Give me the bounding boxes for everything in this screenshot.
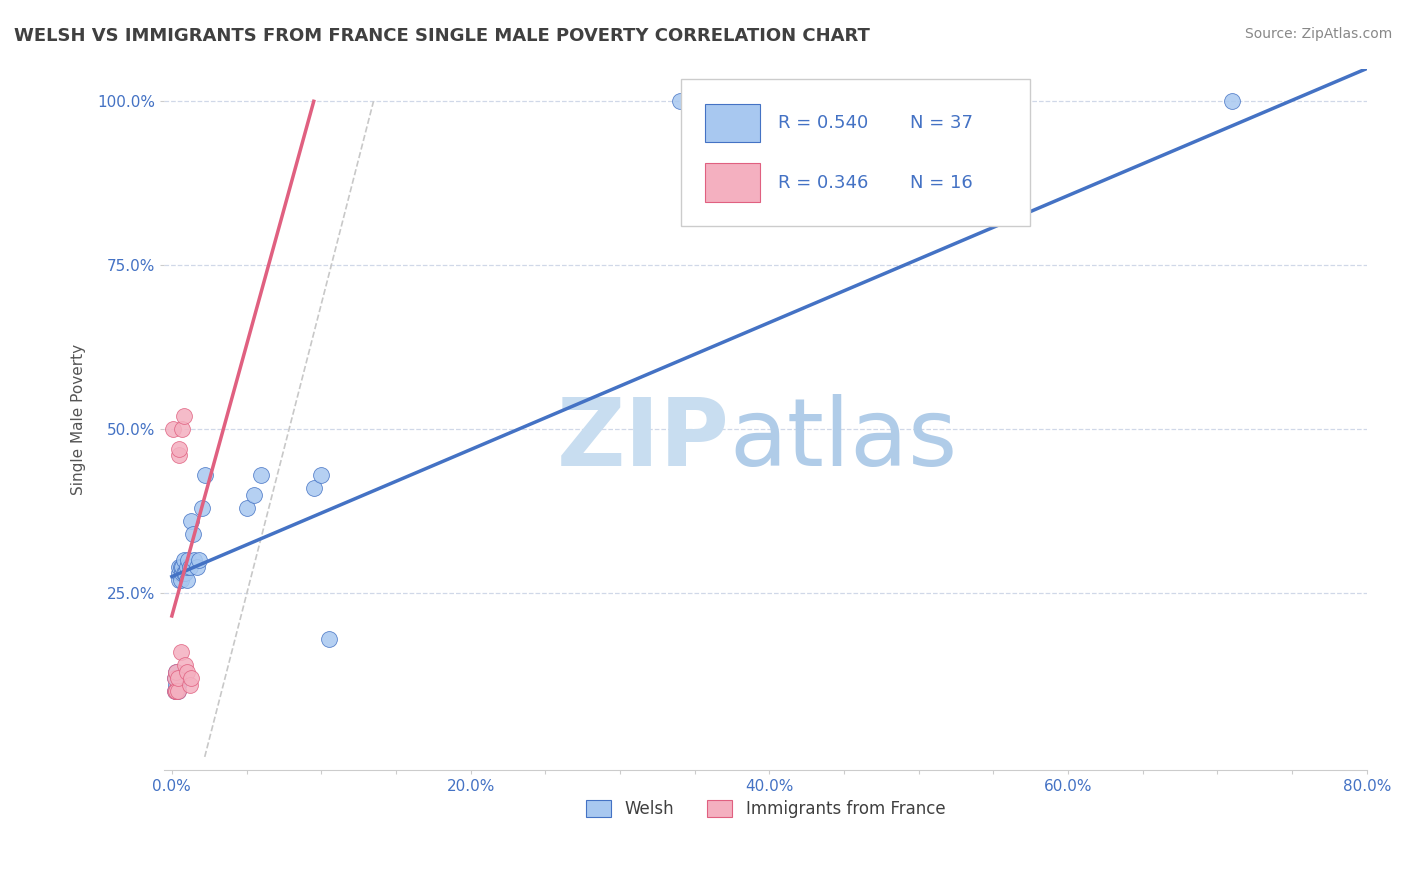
FancyBboxPatch shape — [706, 163, 759, 202]
Point — [181, 527, 204, 541]
Point — [165, 665, 187, 679]
Point — [165, 678, 187, 692]
Point — [169, 559, 191, 574]
Point — [1222, 95, 1244, 109]
Point — [170, 573, 193, 587]
Point — [243, 488, 266, 502]
Point — [183, 553, 205, 567]
FancyBboxPatch shape — [682, 79, 1031, 227]
Point — [166, 678, 188, 692]
Legend: Welsh, Immigrants from France: Welsh, Immigrants from France — [579, 793, 952, 825]
Point — [235, 500, 257, 515]
Point — [176, 559, 198, 574]
Point — [163, 684, 186, 698]
Point — [166, 671, 188, 685]
Text: N = 37: N = 37 — [910, 114, 973, 132]
Point — [169, 573, 191, 587]
Point — [173, 566, 195, 581]
Point — [177, 553, 200, 567]
Point — [172, 566, 194, 581]
Point — [174, 658, 197, 673]
Point — [165, 684, 187, 698]
Point — [170, 645, 193, 659]
Point — [180, 514, 202, 528]
Point — [194, 467, 217, 482]
Point — [170, 559, 193, 574]
Point — [172, 559, 194, 574]
Point — [186, 559, 208, 574]
Point — [318, 632, 340, 646]
Point — [668, 95, 690, 109]
Point — [179, 678, 201, 692]
Point — [166, 671, 188, 685]
Text: R = 0.346: R = 0.346 — [778, 174, 868, 192]
Point — [165, 665, 187, 679]
FancyBboxPatch shape — [706, 103, 759, 142]
Text: ZIP: ZIP — [557, 394, 730, 486]
Point — [163, 671, 186, 685]
Point — [173, 553, 195, 567]
Point — [165, 684, 187, 698]
Point — [302, 481, 325, 495]
Point — [190, 500, 212, 515]
Point — [187, 553, 209, 567]
Point — [162, 422, 184, 436]
Point — [176, 573, 198, 587]
Point — [169, 448, 191, 462]
Text: WELSH VS IMMIGRANTS FROM FRANCE SINGLE MALE POVERTY CORRELATION CHART: WELSH VS IMMIGRANTS FROM FRANCE SINGLE M… — [14, 27, 870, 45]
Point — [173, 409, 195, 423]
Point — [166, 684, 188, 698]
Point — [163, 684, 186, 698]
Point — [176, 665, 198, 679]
Point — [309, 467, 332, 482]
Text: R = 0.540: R = 0.540 — [778, 114, 868, 132]
Point — [179, 559, 201, 574]
Point — [172, 422, 194, 436]
Point — [174, 566, 197, 581]
Point — [180, 671, 202, 685]
Point — [163, 671, 186, 685]
Text: atlas: atlas — [730, 394, 957, 486]
Point — [169, 566, 191, 581]
Y-axis label: Single Male Poverty: Single Male Poverty — [72, 343, 86, 495]
Point — [250, 467, 273, 482]
Point — [169, 442, 191, 456]
Point — [166, 684, 188, 698]
Text: Source: ZipAtlas.com: Source: ZipAtlas.com — [1244, 27, 1392, 41]
Text: N = 16: N = 16 — [910, 174, 973, 192]
